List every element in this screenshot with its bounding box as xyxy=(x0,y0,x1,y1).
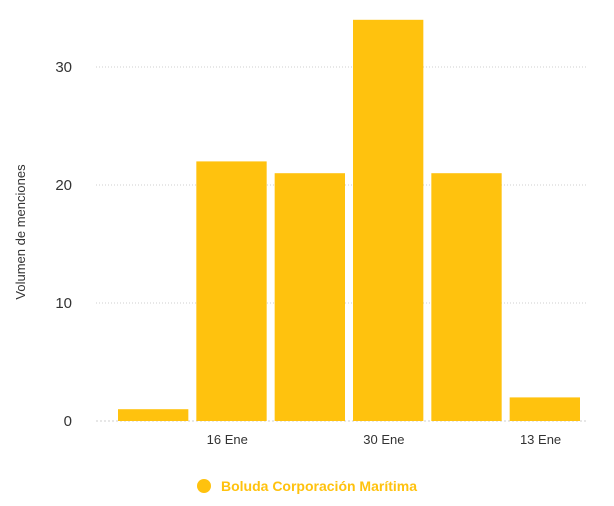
x-tick-label: 30 Ene xyxy=(363,432,404,447)
bar[interactable] xyxy=(118,409,189,421)
legend-marker-icon xyxy=(196,479,211,493)
y-axis-ticks: 0 10 20 30 xyxy=(55,59,72,430)
y-axis-label: Volumen de menciones xyxy=(13,164,28,300)
bar[interactable] xyxy=(196,161,267,421)
bars xyxy=(118,19,580,422)
y-tick-label: 30 xyxy=(55,59,72,76)
legend: Boluda Corporación Marítima xyxy=(0,478,614,494)
legend-label: Boluda Corporación Marítima xyxy=(220,478,418,494)
x-axis-ticks: 16 Ene 30 Ene 13 Ene xyxy=(207,432,562,447)
bar[interactable] xyxy=(274,173,345,421)
bar[interactable] xyxy=(431,173,502,421)
bar[interactable] xyxy=(509,397,580,421)
bar[interactable] xyxy=(353,19,424,422)
x-tick-label: 16 Ene xyxy=(207,432,248,447)
x-tick-label: 13 Ene xyxy=(520,432,561,447)
y-tick-label: 0 xyxy=(64,413,72,430)
y-tick-label: 10 xyxy=(55,295,72,312)
y-tick-label: 20 xyxy=(55,177,72,194)
